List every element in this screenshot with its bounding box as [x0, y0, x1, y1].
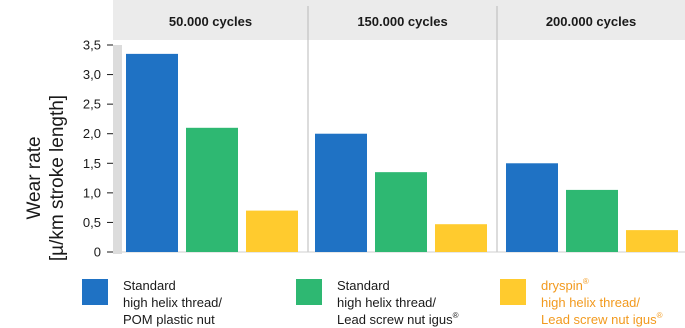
header-band: [113, 0, 685, 40]
legend-label: Standard high helix thread/ Lead screw n…: [337, 278, 459, 327]
bar: [506, 163, 558, 252]
y-tick-label: 1,0: [83, 185, 101, 200]
bar: [246, 210, 298, 252]
category-header: 150.000 cycles: [357, 14, 447, 29]
bar: [315, 133, 367, 252]
y-tick-label: 1,5: [83, 156, 101, 171]
bar: [186, 127, 238, 252]
y-axis-title-line2: [µ/km stroke length]: [47, 95, 68, 261]
y-tick-label: 0: [94, 245, 101, 260]
bar: [626, 230, 678, 252]
bar: [435, 224, 487, 252]
legend-swatch-blue: [82, 279, 108, 305]
y-tick-label: 2,5: [83, 97, 101, 112]
legend-label: Standard high helix thread/ POM plastic …: [123, 278, 223, 327]
category-header: 50.000 cycles: [169, 14, 252, 29]
legend-item-igus-nut: Standard high helix thread/ Lead screw n…: [296, 277, 459, 328]
legend-item-dryspin: dryspin® high helix thread/ Lead screw n…: [500, 277, 663, 328]
cycle-header-row: 50.000 cycles 150.000 cycles 200.000 cycle…: [113, 0, 685, 40]
category-header: 200.000 cycles: [546, 14, 636, 29]
legend-item-pom-nut: Standard high helix thread/ POM plastic …: [82, 277, 222, 328]
y-tick-label: 3,5: [83, 38, 101, 53]
y-axis-bar: [113, 45, 122, 254]
bar: [375, 172, 427, 252]
legend-label: dryspin® high helix thread/ Lead screw n…: [541, 277, 663, 328]
bars: [126, 53, 678, 252]
y-axis: 0 0,5 1,0 1,5 2,0 2,5 3,0 3,5: [83, 38, 122, 260]
bar: [566, 189, 618, 252]
y-tick-label: 3,0: [83, 67, 101, 82]
y-axis-title-line1: Wear rate: [24, 136, 45, 219]
legend-swatch-green: [296, 279, 322, 305]
y-tick-label: 2,0: [83, 126, 101, 141]
bar: [126, 53, 178, 252]
legend-swatch-yellow: [500, 279, 526, 305]
y-tick-label: 0,5: [83, 215, 101, 230]
